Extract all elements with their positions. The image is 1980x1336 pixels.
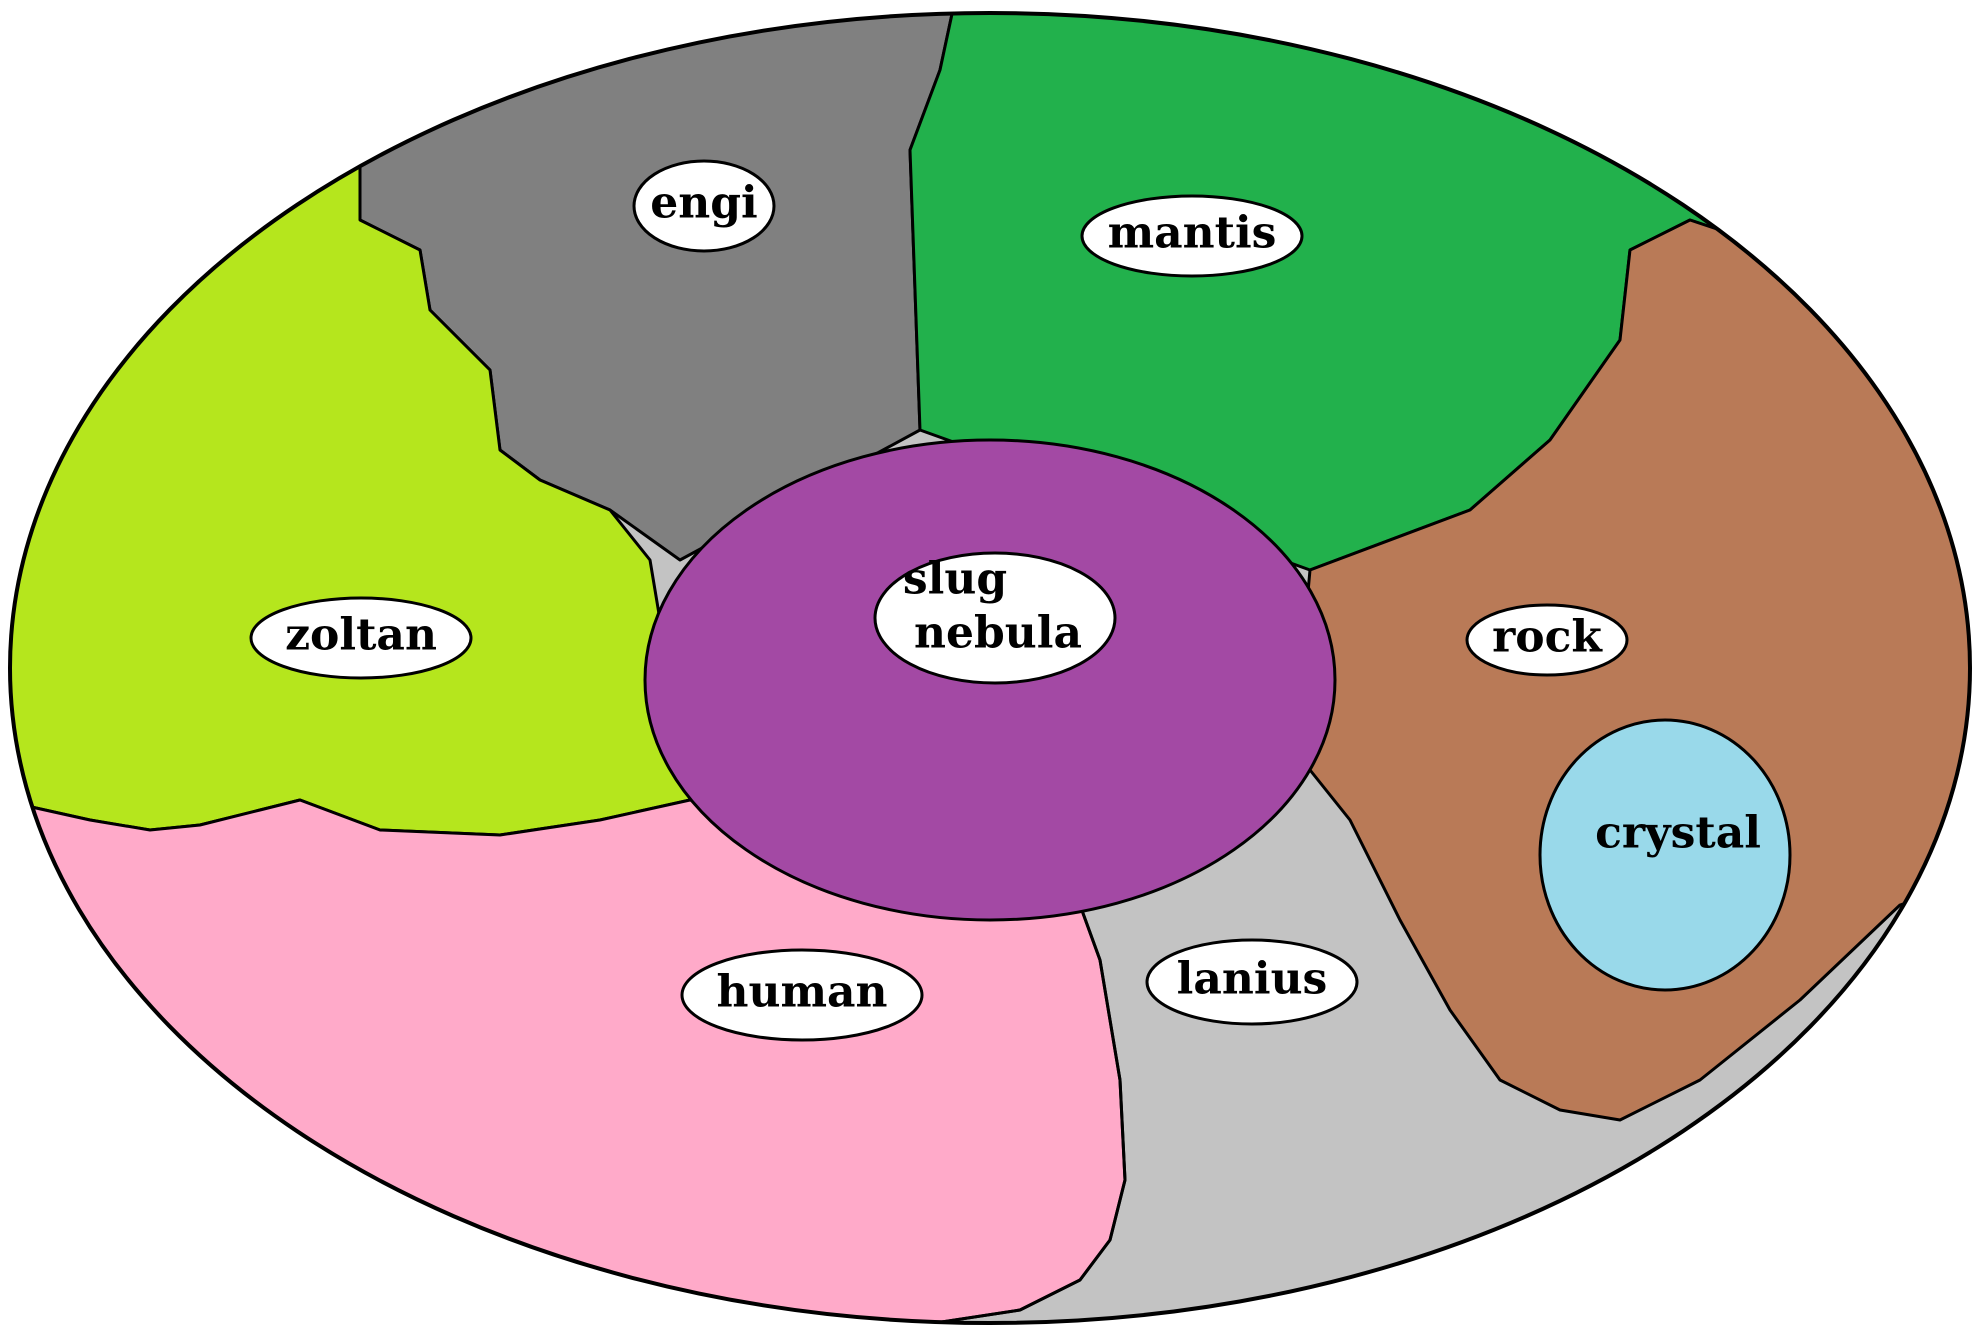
- label-mantis: mantis: [1080, 194, 1304, 278]
- label-nebula-text: nebula: [914, 608, 1082, 659]
- region-rock: [1298, 118, 1970, 1122]
- label-zoltan-text: zoltan: [285, 610, 437, 661]
- label-rock: rock: [1465, 603, 1629, 677]
- label-human-text: human: [716, 967, 887, 1018]
- label-zoltan: zoltan: [249, 596, 473, 680]
- label-human: human: [680, 948, 924, 1042]
- label-rock-text: rock: [1492, 612, 1603, 663]
- label-slug-nebula: slug nebula: [873, 551, 1117, 685]
- label-crystal-text: crystal: [1595, 808, 1761, 859]
- label-lanius: lanius: [1145, 938, 1359, 1026]
- label-lanius-text: lanius: [1177, 954, 1328, 1005]
- label-slug-text: slug: [903, 554, 1007, 605]
- galaxy-outline: [8, 11, 1972, 1325]
- label-mantis-text: mantis: [1108, 208, 1277, 259]
- region-crystal: [1538, 718, 1792, 992]
- label-engi-text: engi: [650, 178, 757, 229]
- label-crystal: crystal: [1595, 808, 1761, 859]
- label-engi: engi: [632, 159, 776, 253]
